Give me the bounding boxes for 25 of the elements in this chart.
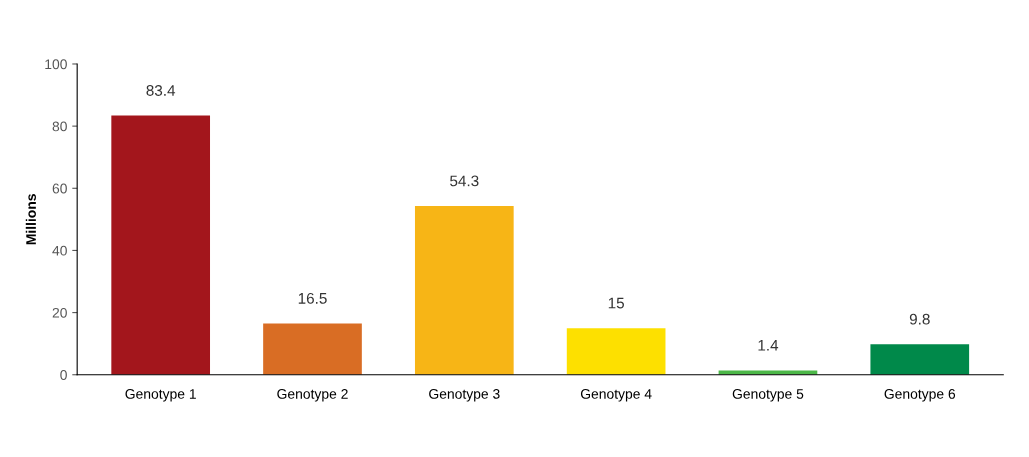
y-tick-label: 100 <box>45 59 67 70</box>
bar <box>414 206 514 375</box>
y-tick-label: 20 <box>52 307 67 318</box>
data-label: 15 <box>608 297 624 309</box>
y-tick-label: 40 <box>52 245 67 256</box>
bar <box>566 328 666 375</box>
data-label: 9.8 <box>909 313 930 325</box>
y-tick-label: 80 <box>52 121 67 132</box>
y-axis-title: Millions <box>25 194 36 245</box>
bar <box>870 344 970 375</box>
data-label: 1.4 <box>758 340 779 351</box>
x-tick-label: Genotype 6 <box>884 389 956 402</box>
data-label: 16.5 <box>298 292 327 304</box>
bar <box>111 115 211 375</box>
x-tick-label: Genotype 3 <box>429 389 500 402</box>
y-tick-label: 0 <box>60 370 67 380</box>
y-tick-label: 60 <box>52 183 67 194</box>
data-label: 83.4 <box>146 85 176 96</box>
x-tick-label: Genotype 5 <box>732 389 804 402</box>
bar <box>263 323 362 375</box>
bar <box>718 370 818 375</box>
data-label: 54.3 <box>450 175 479 187</box>
x-tick-label: Genotype 4 <box>580 389 652 402</box>
x-tick-label: Genotype 2 <box>277 389 348 402</box>
x-tick-label: Genotype 1 <box>125 389 196 402</box>
